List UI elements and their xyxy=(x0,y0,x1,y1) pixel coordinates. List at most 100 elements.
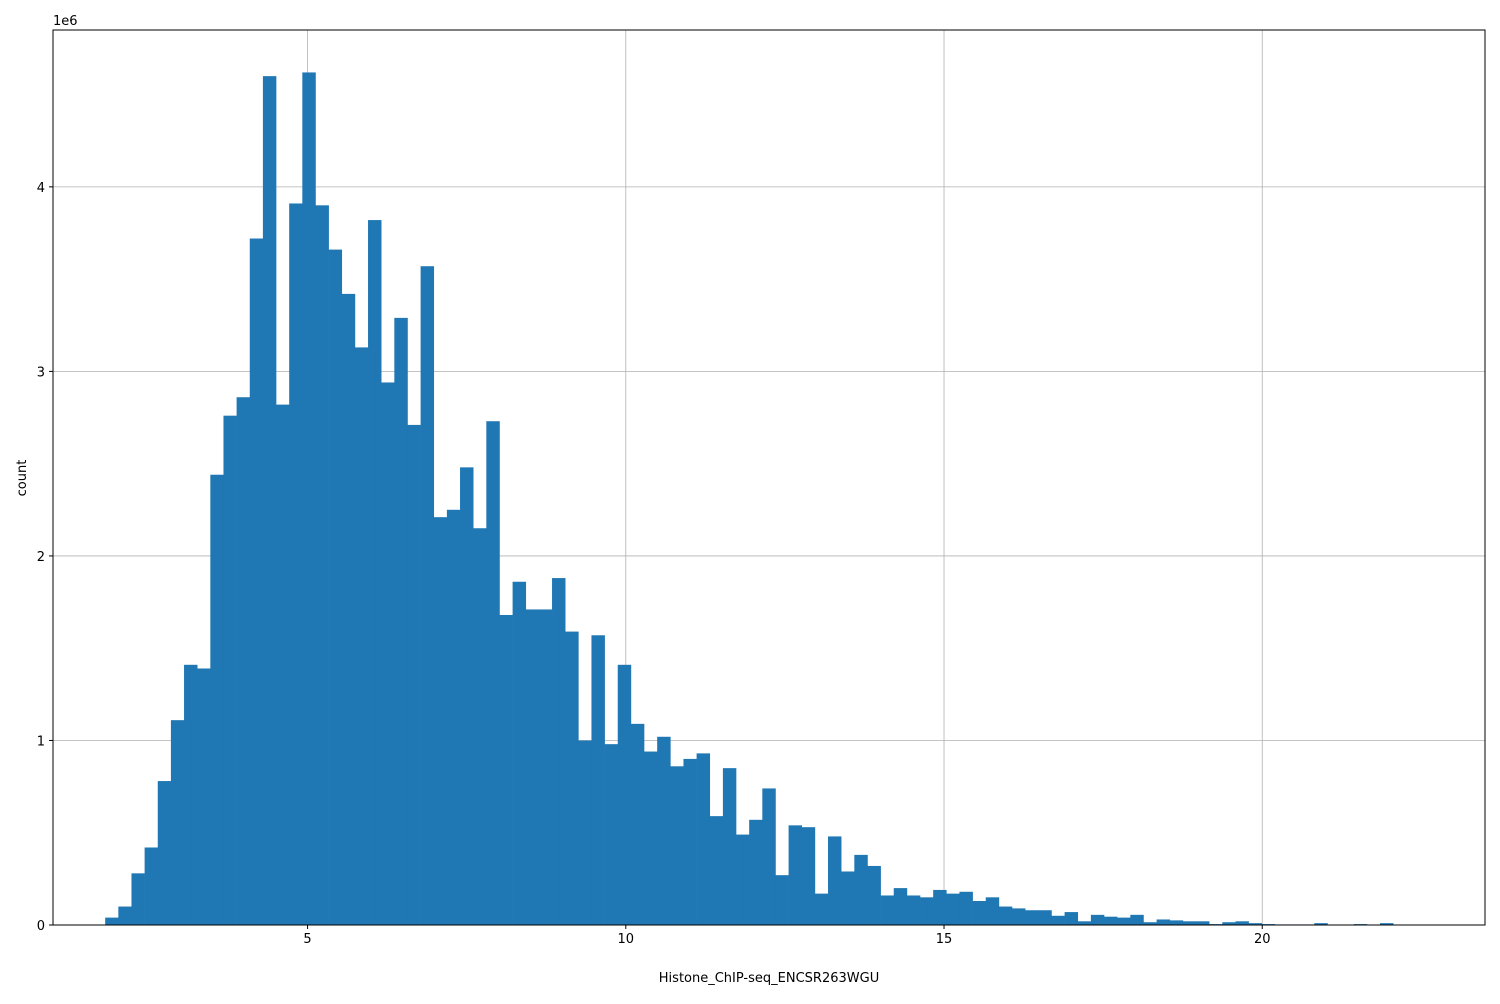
histogram-bar xyxy=(1025,910,1039,925)
histogram-bar xyxy=(814,893,829,925)
y-tick-label: 3 xyxy=(37,365,45,380)
histogram-bar xyxy=(433,517,448,925)
histogram-bar xyxy=(657,736,671,925)
histogram-bar xyxy=(1380,923,1394,925)
histogram-bar xyxy=(828,836,842,925)
histogram-bar xyxy=(1090,914,1105,925)
histogram-bar xyxy=(249,238,264,926)
histogram-bar xyxy=(1117,917,1131,925)
histogram-bar xyxy=(749,819,763,925)
x-tick-label: 10 xyxy=(618,932,635,947)
histogram-bar xyxy=(920,897,934,925)
histogram-bar xyxy=(184,664,198,925)
histogram-bar xyxy=(644,751,658,925)
y-tick-label: 1 xyxy=(37,734,45,749)
histogram-bar xyxy=(368,220,382,926)
histogram-bar xyxy=(512,581,527,925)
histogram-bar xyxy=(565,631,579,925)
histogram-bar xyxy=(959,891,973,925)
histogram-bar xyxy=(1196,921,1210,925)
histogram-bar xyxy=(302,72,316,925)
histogram-bar xyxy=(552,578,566,925)
histogram-bar xyxy=(289,203,303,925)
histogram-bar xyxy=(1038,910,1052,925)
histogram-bar xyxy=(670,766,684,925)
y-tick-label: 0 xyxy=(37,919,45,934)
histogram-bar xyxy=(788,825,803,925)
histogram-bar xyxy=(933,889,947,925)
histogram-bar xyxy=(157,781,172,925)
histogram-bar xyxy=(1156,919,1171,925)
histogram-bar xyxy=(867,865,881,925)
histogram-bar xyxy=(709,816,724,925)
histogram-bar xyxy=(328,249,343,926)
histogram-bar xyxy=(1143,922,1157,925)
histogram-bar xyxy=(906,895,921,925)
histogram-bar xyxy=(946,893,960,925)
histogram-bar xyxy=(473,528,487,925)
y-axis-label: count xyxy=(15,460,30,497)
histogram-bar xyxy=(630,723,645,925)
histogram-bar xyxy=(1077,921,1092,925)
histogram-bar xyxy=(1064,912,1079,925)
histogram-bar xyxy=(1051,915,1065,925)
histogram-bar xyxy=(1012,908,1026,925)
y-tick-label: 4 xyxy=(37,181,45,196)
histogram-bar xyxy=(315,205,329,926)
histogram-bar xyxy=(617,664,632,925)
histogram-bar xyxy=(854,854,868,925)
bars xyxy=(105,72,1394,926)
histogram-bar xyxy=(223,415,237,925)
histogram-bar xyxy=(683,758,697,925)
histogram-bar xyxy=(1182,921,1197,925)
histogram-bar xyxy=(354,347,369,925)
x-tick-label: 15 xyxy=(936,932,953,947)
histogram-bar xyxy=(998,906,1013,925)
histogram-bar xyxy=(131,873,145,925)
histogram-bar xyxy=(460,467,474,925)
histogram-bar xyxy=(197,668,211,925)
histogram-bar xyxy=(381,382,395,925)
histogram-bar xyxy=(762,788,776,925)
y-offset-label: 1e6 xyxy=(53,14,78,29)
histogram-bar xyxy=(1169,920,1184,925)
histogram-bar xyxy=(1235,921,1249,925)
x-tick-label: 20 xyxy=(1254,932,1271,947)
histogram-bar xyxy=(486,421,500,925)
histogram-bar xyxy=(144,847,159,925)
histogram-bar xyxy=(578,740,592,925)
histogram-bar xyxy=(210,474,224,925)
histogram-bar xyxy=(276,404,290,925)
histogram-bar xyxy=(420,266,435,925)
histogram-bar xyxy=(801,827,816,925)
histogram-bar xyxy=(394,317,408,925)
histogram-bar xyxy=(696,753,711,925)
histogram-bar xyxy=(341,293,356,925)
x-axis-label: Histone_ChIP-seq_ENCSR263WGU xyxy=(659,971,879,986)
y-tick-label: 2 xyxy=(37,550,45,565)
histogram-bar xyxy=(262,76,277,925)
histogram-bar xyxy=(538,609,553,925)
histogram-bar xyxy=(1104,916,1118,925)
histogram-bar xyxy=(736,834,750,925)
ticks: 5 10 15 20 0 1 2 3 4 xyxy=(37,181,1271,947)
histogram-bar xyxy=(118,906,132,925)
histogram-bar xyxy=(499,614,513,925)
histogram-bar xyxy=(236,397,251,925)
histogram-bar xyxy=(591,635,605,925)
histogram-bar xyxy=(604,744,619,925)
histogram-bar xyxy=(972,901,987,925)
histogram-bar xyxy=(105,917,119,925)
histogram-bar xyxy=(775,875,789,925)
histogram-bar xyxy=(893,888,908,925)
histogram-bar xyxy=(1222,922,1236,925)
histogram-bar xyxy=(841,871,855,925)
histogram-bar xyxy=(525,609,540,925)
histogram-bar xyxy=(1314,923,1328,925)
histogram-bar xyxy=(880,895,895,925)
x-tick-label: 5 xyxy=(303,932,311,947)
histogram-bar xyxy=(170,720,185,925)
histogram-bar xyxy=(722,768,737,925)
histogram-bar xyxy=(985,897,1000,925)
